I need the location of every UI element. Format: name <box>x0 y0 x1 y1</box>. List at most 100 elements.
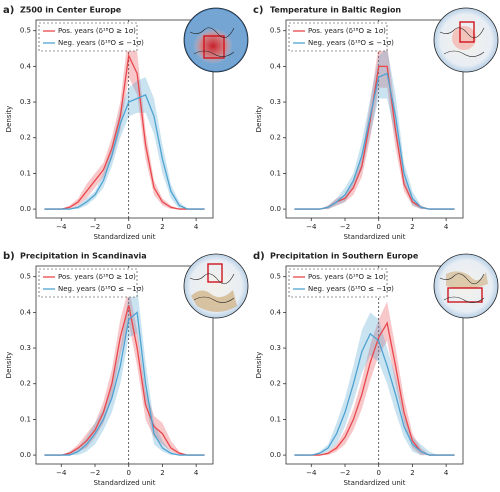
legend-box <box>38 268 138 298</box>
y-tick-label: 0.5 <box>20 27 31 35</box>
density-line <box>294 72 455 210</box>
y-tick-label: 0.2 <box>20 380 31 388</box>
legend-label: Pos. years (δ¹⁸O ≥ 1σ) <box>308 273 386 281</box>
x-tick-label: 2 <box>160 469 164 477</box>
x-tick-label: 0 <box>126 223 130 231</box>
globe-anomaly <box>193 28 233 64</box>
y-tick-label: 0.0 <box>20 451 31 459</box>
x-tick-label: −4 <box>56 469 67 477</box>
x-tick-label: −2 <box>90 469 100 477</box>
region-box <box>203 35 225 59</box>
x-tick-label: −2 <box>90 223 100 231</box>
x-tick-label: 0 <box>376 223 380 231</box>
legend-label: Neg. years (δ¹⁸O ≤ −1σ) <box>58 39 144 47</box>
x-tick-label: 2 <box>410 469 414 477</box>
density-line <box>44 311 205 456</box>
density-line <box>44 94 205 210</box>
x-axis-label: Standardized unit <box>93 479 155 487</box>
density-line <box>44 53 205 210</box>
y-axis-label: Density <box>5 352 13 379</box>
globe-land <box>191 290 237 312</box>
y-tick-label: 0.5 <box>270 273 281 281</box>
legend-box <box>288 268 388 298</box>
region-box <box>207 263 223 283</box>
y-axis-label: Density <box>5 106 13 133</box>
chart-title: Z500 in Center Europe <box>20 6 122 15</box>
y-tick-label: 0.1 <box>20 415 31 423</box>
y-tick-label: 0.3 <box>270 344 281 352</box>
legend-label: Neg. years (δ¹⁸O ≤ −1σ) <box>58 285 144 293</box>
y-tick-label: 0.2 <box>20 134 31 142</box>
globe-coastline <box>439 273 485 303</box>
confidence-band <box>44 287 205 456</box>
x-tick-label: 2 <box>410 223 414 231</box>
confidence-band <box>294 48 455 210</box>
density-line <box>294 332 455 456</box>
plot-area <box>285 265 464 465</box>
x-tick-label: −4 <box>56 223 67 231</box>
confidence-band <box>44 30 205 210</box>
y-tick-label: 0.1 <box>20 169 31 177</box>
x-tick-label: −4 <box>306 223 317 231</box>
globe-land <box>446 271 488 289</box>
y-tick-label: 0.2 <box>270 134 281 142</box>
y-tick-label: 0.3 <box>20 98 31 106</box>
legend-label: Pos. years (δ¹⁸O ≥ 1σ) <box>58 27 136 35</box>
globe-coastline <box>189 27 235 57</box>
legend-box <box>288 22 388 52</box>
x-tick-label: 2 <box>160 223 164 231</box>
y-tick-label: 0.4 <box>270 62 282 70</box>
x-tick-label: 4 <box>194 223 199 231</box>
legend-label: Neg. years (δ¹⁸O ≤ −1σ) <box>308 39 394 47</box>
chart-title: Temperature in Baltic Region <box>270 6 401 15</box>
confidence-band <box>294 312 455 456</box>
plot-area <box>285 19 464 219</box>
plot-area <box>35 19 214 219</box>
region-box <box>447 287 483 303</box>
y-tick-label: 0.4 <box>270 308 282 316</box>
chart-title: Precipitation in Southern Europe <box>270 252 419 261</box>
legend-label: Pos. years (δ¹⁸O ≥ 1σ) <box>58 273 136 281</box>
plot-area <box>35 265 214 465</box>
panel-label: a) <box>3 5 14 16</box>
x-tick-label: 4 <box>444 469 449 477</box>
panel-label: c) <box>253 5 264 16</box>
x-tick-label: 0 <box>376 469 380 477</box>
legend-box <box>38 22 138 52</box>
y-tick-label: 0.0 <box>270 451 281 459</box>
confidence-band <box>294 44 455 210</box>
y-axis-label: Density <box>255 106 263 133</box>
density-line <box>44 305 205 456</box>
globe-coastline <box>439 27 485 57</box>
region-box <box>459 21 475 43</box>
y-tick-label: 0.3 <box>20 344 31 352</box>
x-tick-label: −2 <box>340 469 350 477</box>
x-tick-label: −2 <box>340 223 350 231</box>
x-tick-label: 4 <box>444 223 449 231</box>
legend-label: Pos. years (δ¹⁸O ≥ 1σ) <box>308 27 386 35</box>
y-tick-label: 0.1 <box>270 415 281 423</box>
x-axis-label: Standardized unit <box>343 233 405 241</box>
globe-coastline <box>189 273 235 303</box>
panel-label: b) <box>3 251 15 262</box>
confidence-band <box>294 301 455 456</box>
y-tick-label: 0.0 <box>20 205 31 213</box>
y-axis-label: Density <box>255 352 263 379</box>
x-axis-label: Standardized unit <box>343 479 405 487</box>
x-tick-label: 0 <box>126 469 130 477</box>
chart-title: Precipitation in Scandinavia <box>20 252 147 261</box>
y-tick-label: 0.4 <box>20 308 32 316</box>
globe-anomaly <box>452 26 476 50</box>
y-tick-label: 0.5 <box>20 273 31 281</box>
x-axis-label: Standardized unit <box>93 233 155 241</box>
x-tick-label: 4 <box>194 469 199 477</box>
legend-label: Neg. years (δ¹⁸O ≤ −1σ) <box>308 285 394 293</box>
y-tick-label: 0.2 <box>270 380 281 388</box>
x-tick-label: −4 <box>306 469 317 477</box>
y-tick-label: 0.1 <box>270 169 281 177</box>
panel-label: d) <box>253 251 265 262</box>
y-tick-label: 0.3 <box>270 98 281 106</box>
y-tick-label: 0.5 <box>270 27 281 35</box>
y-tick-label: 0.0 <box>270 205 281 213</box>
